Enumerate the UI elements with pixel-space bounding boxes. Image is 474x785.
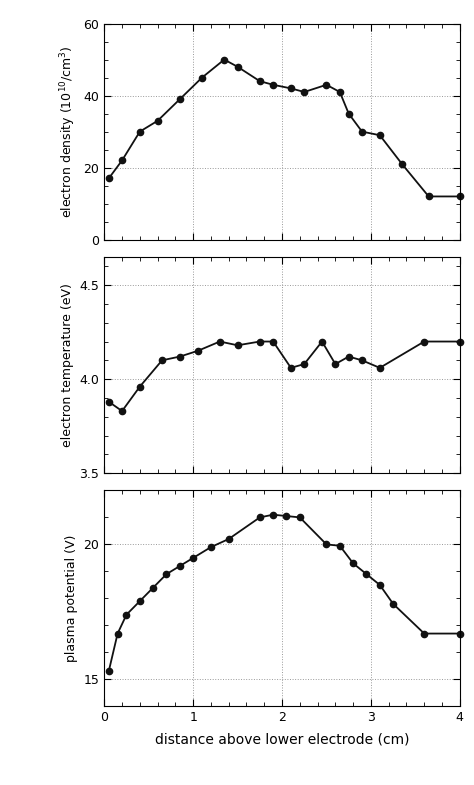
X-axis label: distance above lower electrode (cm): distance above lower electrode (cm) xyxy=(155,732,409,747)
Y-axis label: electron temperature (eV): electron temperature (eV) xyxy=(61,283,74,447)
Y-axis label: plasma potential (V): plasma potential (V) xyxy=(65,535,78,662)
Y-axis label: electron density (10$^{10}$/cm$^3$): electron density (10$^{10}$/cm$^3$) xyxy=(58,46,78,218)
